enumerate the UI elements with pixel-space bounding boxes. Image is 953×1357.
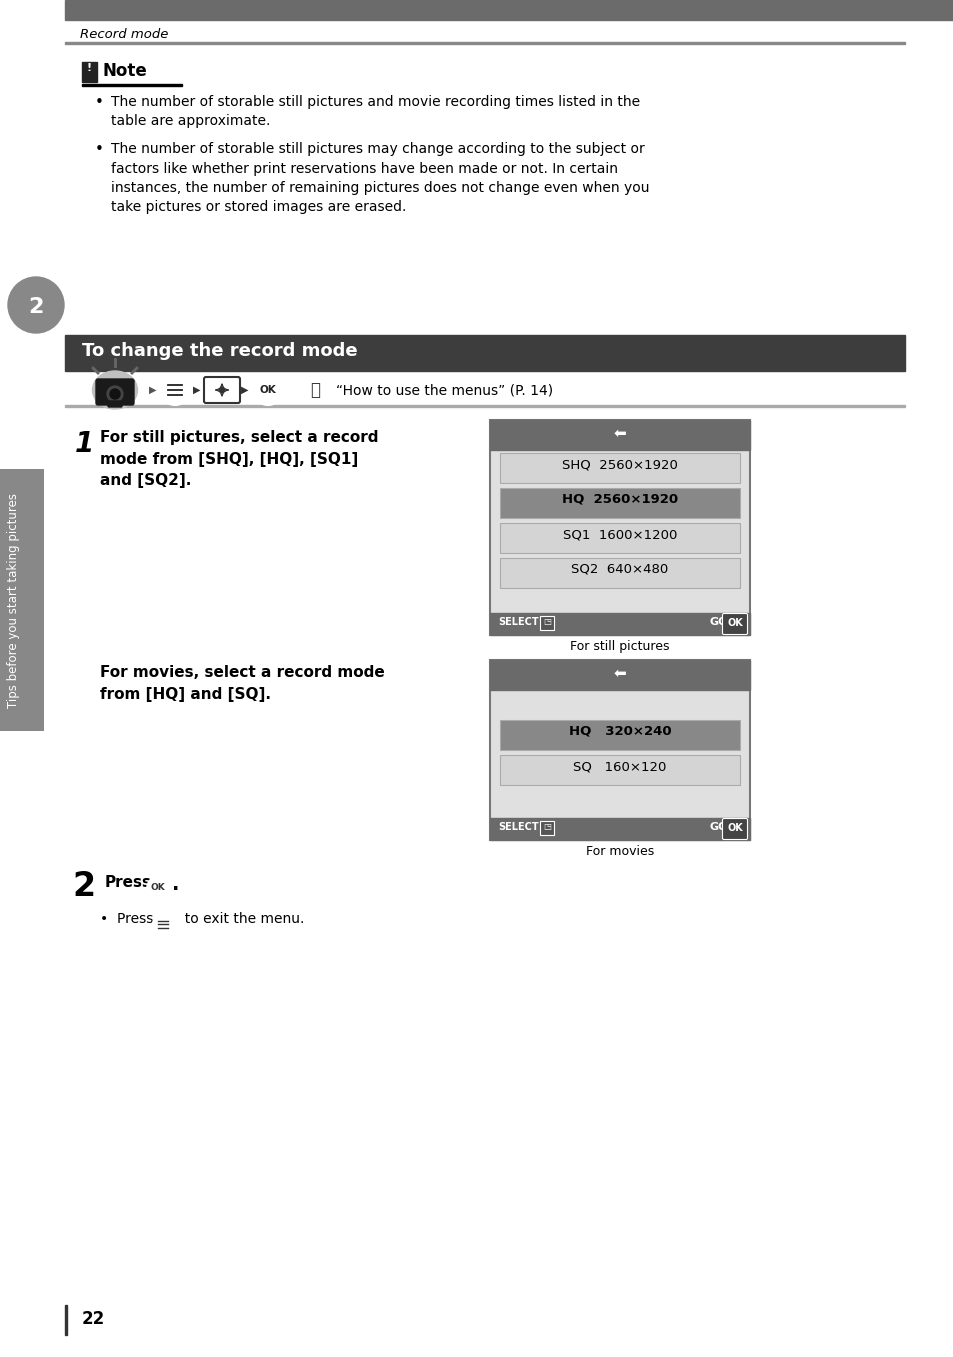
Text: 📃: 📃 — [310, 381, 319, 399]
Text: ◳: ◳ — [542, 822, 551, 830]
Text: ◳: ◳ — [542, 617, 551, 626]
Bar — [499, 721, 740, 750]
Bar — [65, 335, 904, 370]
FancyBboxPatch shape — [96, 379, 133, 404]
Bar — [82, 62, 97, 81]
Bar — [499, 754, 740, 784]
Bar — [82, 84, 182, 85]
Text: Note: Note — [103, 62, 148, 80]
Text: “How to use the menus” (P. 14): “How to use the menus” (P. 14) — [335, 383, 553, 398]
Bar — [490, 660, 749, 840]
Text: For movies, select a record mode
from [HQ] and [SQ].: For movies, select a record mode from [H… — [100, 665, 384, 702]
Text: SQ2  640×480: SQ2 640×480 — [571, 563, 668, 575]
Text: HQ   320×240: HQ 320×240 — [568, 725, 671, 738]
Text: HQ  2560×1920: HQ 2560×1920 — [561, 493, 678, 506]
Circle shape — [152, 915, 172, 934]
FancyBboxPatch shape — [721, 818, 747, 840]
Text: OK: OK — [726, 822, 742, 833]
Bar — [490, 421, 749, 451]
Text: OK: OK — [151, 883, 165, 893]
Ellipse shape — [92, 370, 137, 408]
Text: Press: Press — [105, 875, 152, 890]
FancyBboxPatch shape — [721, 613, 747, 635]
Text: ⬤: ⬤ — [218, 387, 225, 394]
Text: Tips before you start taking pictures: Tips before you start taking pictures — [8, 493, 20, 707]
Bar — [65, 42, 904, 43]
Text: SQ   160×120: SQ 160×120 — [573, 760, 666, 773]
Circle shape — [253, 375, 283, 404]
Text: ▶: ▶ — [193, 385, 200, 395]
Text: 2: 2 — [71, 870, 95, 902]
Text: •: • — [95, 95, 104, 110]
Bar — [65, 404, 904, 407]
Bar — [499, 453, 740, 483]
Bar — [65, 0, 953, 20]
Text: OK: OK — [259, 385, 276, 395]
Text: .: . — [172, 875, 179, 894]
Text: SQ1  1600×1200: SQ1 1600×1200 — [562, 528, 677, 541]
Text: To change the record mode: To change the record mode — [82, 342, 357, 360]
Text: 22: 22 — [82, 1310, 105, 1329]
Circle shape — [110, 389, 120, 399]
Text: Record mode: Record mode — [80, 28, 168, 41]
Text: •: • — [95, 142, 104, 157]
Circle shape — [147, 877, 169, 898]
Bar — [490, 421, 749, 635]
Text: ⬅: ⬅ — [613, 666, 626, 681]
Bar — [499, 489, 740, 518]
FancyBboxPatch shape — [539, 821, 554, 835]
Bar — [499, 522, 740, 554]
Circle shape — [8, 277, 64, 332]
Text: OK: OK — [726, 617, 742, 628]
Text: GO: GO — [709, 822, 728, 832]
Text: !: ! — [87, 62, 92, 73]
Text: GO: GO — [709, 617, 728, 627]
Bar — [499, 558, 740, 588]
Bar — [490, 660, 749, 689]
Text: For still pictures, select a record
mode from [SHQ], [HQ], [SQ1]
and [SQ2].: For still pictures, select a record mode… — [100, 430, 378, 489]
Text: SELECT: SELECT — [497, 822, 538, 832]
Circle shape — [107, 385, 123, 402]
Text: •  Press: • Press — [100, 912, 153, 925]
FancyBboxPatch shape — [108, 402, 122, 407]
Text: 1: 1 — [75, 430, 94, 459]
Text: ▶: ▶ — [241, 385, 249, 395]
Text: The number of storable still pictures and movie recording times listed in the
ta: The number of storable still pictures an… — [111, 95, 639, 129]
Bar — [65, 1305, 67, 1335]
Text: The number of storable still pictures may change according to the subject or
fac: The number of storable still pictures ma… — [111, 142, 649, 214]
Text: For movies: For movies — [585, 845, 654, 858]
Text: SHQ  2560×1920: SHQ 2560×1920 — [561, 459, 678, 471]
FancyBboxPatch shape — [204, 377, 240, 403]
Circle shape — [160, 375, 190, 404]
Text: to exit the menu.: to exit the menu. — [175, 912, 304, 925]
FancyBboxPatch shape — [539, 616, 554, 630]
Text: 2: 2 — [29, 297, 44, 318]
Bar — [490, 818, 749, 840]
Text: ▶: ▶ — [149, 385, 156, 395]
Text: SELECT: SELECT — [497, 617, 538, 627]
Bar — [490, 613, 749, 635]
Text: For still pictures: For still pictures — [570, 641, 669, 653]
Text: ⬅: ⬅ — [613, 426, 626, 441]
